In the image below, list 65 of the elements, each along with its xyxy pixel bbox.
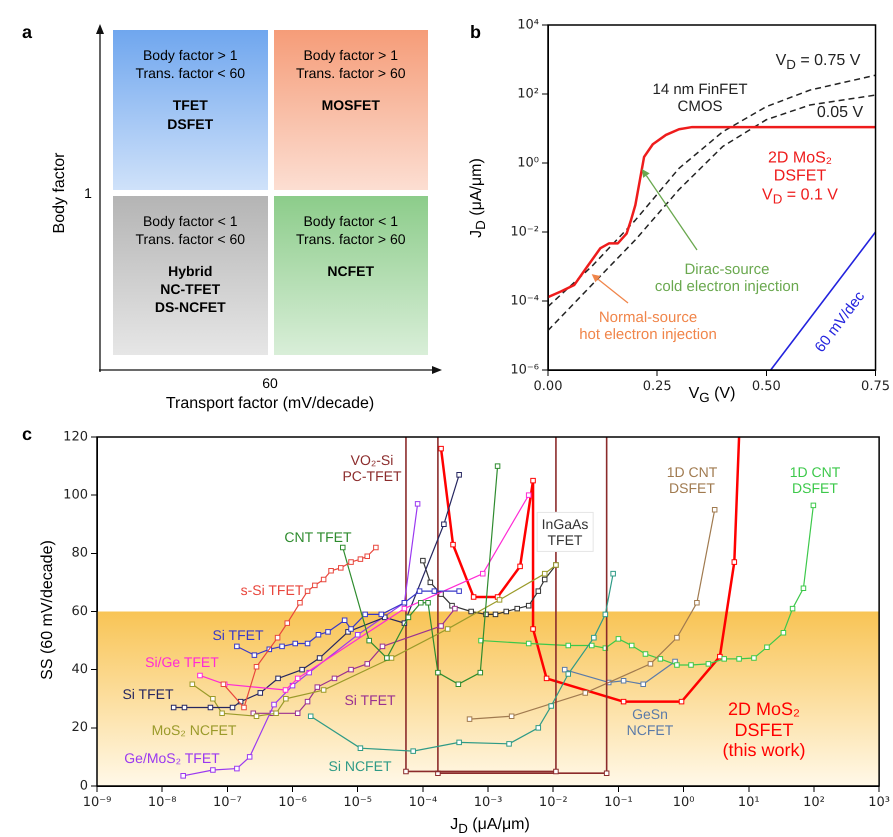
series-label: GeSn NCFET (626, 706, 674, 738)
series-label: InGaAs TFET (536, 512, 594, 552)
x-tick-label: 10² (803, 795, 825, 810)
y-tick-label: 10⁻⁶ (510, 362, 539, 378)
x-tick-label: 10⁻¹ (604, 795, 633, 810)
annotation: Dirac-source cold electron injection (654, 260, 800, 296)
x-tick-label: 10³ (868, 795, 890, 810)
y-tick-label: 40 (71, 662, 88, 678)
text: Body factor > 1 Trans. factor > 60 MOSFET (294, 46, 407, 115)
series-label: s-Si TFET (240, 582, 304, 598)
series-label: Ge/MoS₂ TFET (124, 750, 220, 766)
x-axis-title: J$_{D}$ (μA/μm) (450, 816, 530, 836)
text: Body factor (51, 152, 69, 234)
y-tick-label: 80 (71, 546, 88, 561)
series-label: 0.05 V (816, 104, 864, 122)
annotation: 14 nm FinFET CMOS (652, 80, 748, 116)
x-tick-label: 0.25 (642, 379, 672, 394)
x-axis-title: V$_{G}$ (V) (688, 384, 736, 406)
y-tick-label: 10⁻⁴ (510, 293, 539, 308)
series-label: VO₂-Si PC-TFET (342, 452, 402, 484)
x-tick-label: 10⁻⁹ (82, 795, 112, 810)
y-tick-label: 10⁻² (510, 224, 539, 240)
y-tick-label: 120 (63, 429, 88, 444)
text: Body factor < 1 Trans. factor > 60 NCFET (294, 212, 407, 280)
text: 60 (262, 375, 278, 391)
series-label: 1D CNT DSFET (790, 464, 840, 496)
text: Transport factor (mV/decade) (166, 395, 374, 413)
x-tick-label: 10¹ (738, 795, 760, 810)
series-label: V$_{D}$ = 0.75 V (776, 52, 860, 72)
series-label: 2D MoS₂ DSFET V$_{D}$ = 0.1 V (762, 149, 838, 207)
x-tick-label: 0.75 (861, 379, 890, 394)
text: a (22, 22, 32, 43)
series-label: MoS₂ NCFET (152, 722, 236, 738)
series-label: Si TFET (212, 626, 264, 644)
series-label: CNT TFET (284, 528, 352, 546)
x-tick-label: 0.00 (534, 379, 562, 394)
x-tick-label: 0.50 (752, 379, 781, 394)
x-tick-label: 10⁻² (538, 795, 568, 810)
series-label: 1D CNT DSFET (666, 464, 718, 496)
x-tick-label: 10⁻⁷ (213, 795, 242, 810)
chart-title: c (22, 424, 32, 445)
series-label: Si NCFET (328, 758, 392, 774)
y-axis-title: SS (60 mV/decade) (38, 540, 57, 680)
series-label: Si TFET (344, 692, 396, 708)
y-tick-label: 10⁰ (517, 155, 539, 170)
chart-title: b (470, 22, 481, 43)
text: Body factor < 1 Trans. factor < 60 Hybrid NC-TFET DS-NCFET (134, 212, 246, 316)
x-tick-label: 10⁻⁴ (408, 795, 438, 810)
y-tick-label: 0 (80, 778, 88, 794)
series-label: Si TFET (122, 686, 174, 702)
x-tick-label: 10⁻⁶ (278, 795, 307, 810)
y-tick-label: 10² (517, 86, 539, 102)
x-tick-label: 10⁻⁵ (343, 795, 372, 810)
y-tick-label: 60 (71, 604, 88, 619)
y-tick-label: 20 (71, 720, 88, 736)
x-tick-label: 10⁰ (672, 795, 694, 810)
y-tick-label: 100 (63, 488, 88, 503)
text: Body factor > 1 Trans. factor < 60 TFET DSFET (134, 46, 246, 133)
y-tick-label: 10⁴ (517, 17, 539, 32)
text: 1 (84, 185, 92, 201)
annotation: Normal-source hot electron injection (579, 308, 717, 344)
x-tick-label: 10⁻⁸ (148, 795, 176, 810)
series-label: Si/Ge TFET (145, 654, 219, 670)
x-tick-label: 10⁻³ (474, 795, 502, 810)
series-label: 2D MoS₂ DSFET (this work) (722, 698, 806, 762)
